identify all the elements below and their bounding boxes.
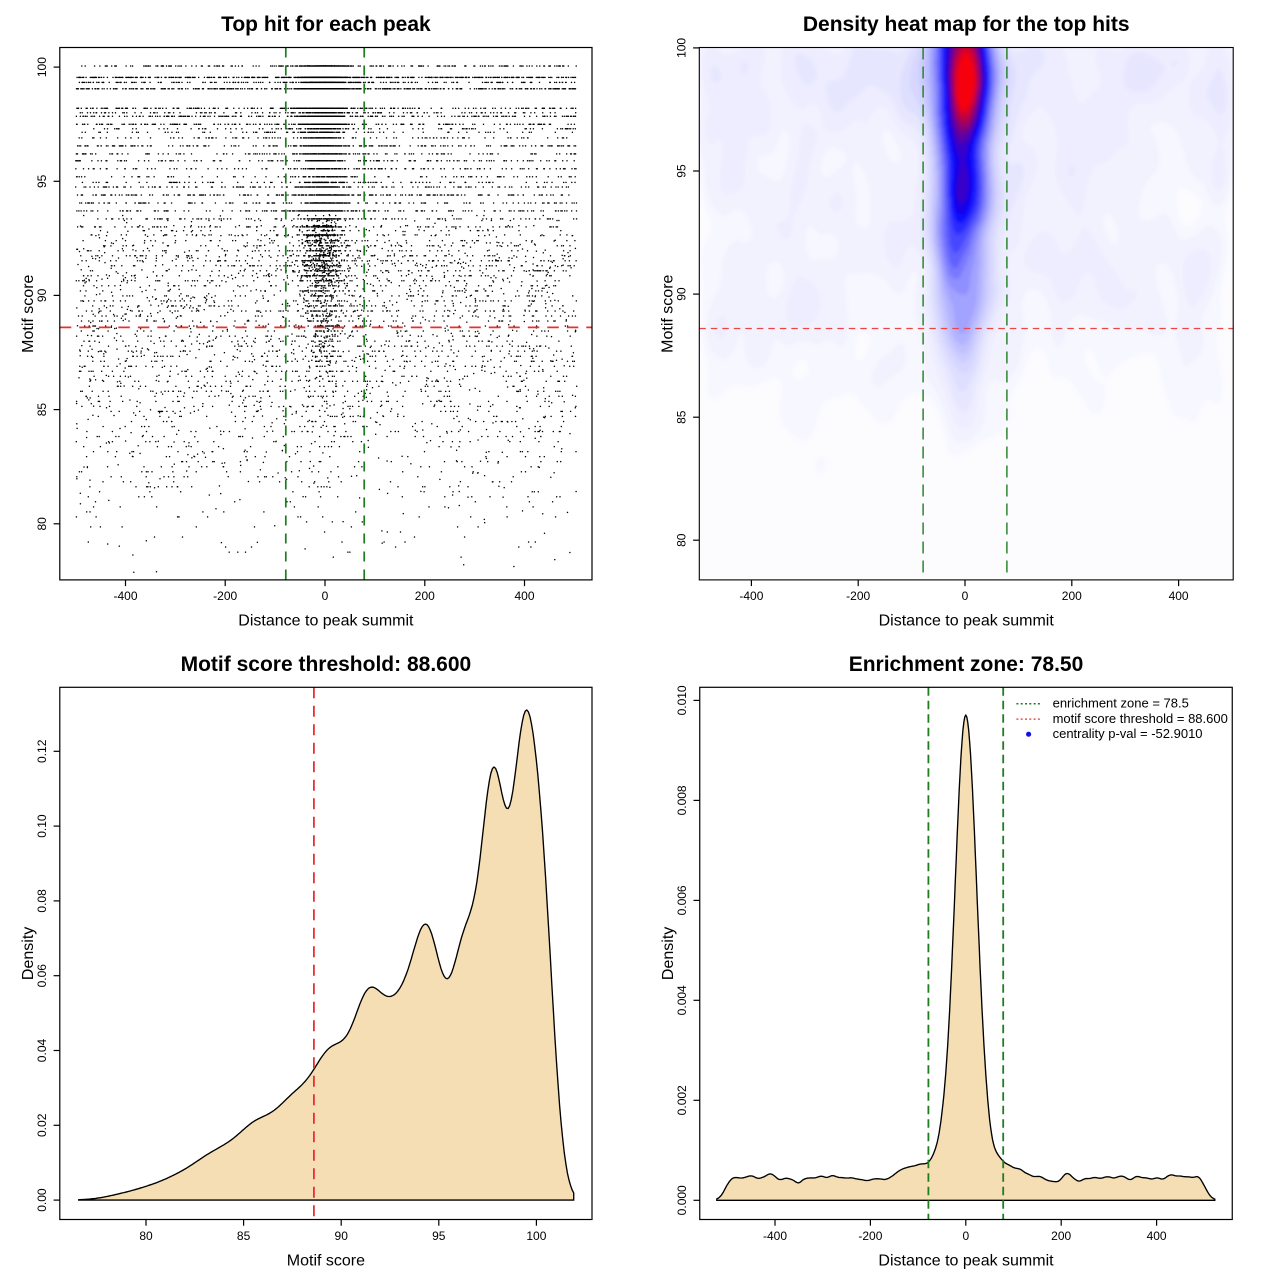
svg-text:0.02: 0.02 xyxy=(35,1113,49,1137)
svg-text:-400: -400 xyxy=(739,589,763,603)
svg-text:0.10: 0.10 xyxy=(35,814,49,838)
svg-text:Distance to peak summit: Distance to peak summit xyxy=(238,613,414,630)
svg-text:Density: Density xyxy=(660,927,677,980)
svg-text:0.04: 0.04 xyxy=(35,1038,49,1062)
svg-text:0: 0 xyxy=(962,589,969,603)
svg-text:200: 200 xyxy=(1062,589,1082,603)
svg-text:400: 400 xyxy=(1169,589,1189,603)
svg-text:100: 100 xyxy=(526,1229,546,1243)
svg-text:0.010: 0.010 xyxy=(675,685,689,715)
svg-text:-200: -200 xyxy=(213,589,237,603)
svg-text:Motif score: Motif score xyxy=(287,1252,365,1269)
svg-text:85: 85 xyxy=(674,410,688,424)
svg-text:90: 90 xyxy=(35,288,49,302)
svg-text:Motif score threshold: 88.600: Motif score threshold: 88.600 xyxy=(181,653,472,676)
svg-text:Distance to peak summit: Distance to peak summit xyxy=(878,1252,1054,1269)
svg-text:-400: -400 xyxy=(113,589,137,603)
svg-text:0.002: 0.002 xyxy=(675,1085,689,1115)
svg-text:0.06: 0.06 xyxy=(35,964,49,988)
svg-text:80: 80 xyxy=(35,517,49,531)
svg-text:85: 85 xyxy=(35,403,49,417)
svg-text:Motif score: Motif score xyxy=(660,274,677,352)
svg-text:100: 100 xyxy=(35,57,49,77)
svg-text:95: 95 xyxy=(432,1229,446,1243)
svg-text:Enrichment zone: 78.50: Enrichment zone: 78.50 xyxy=(849,653,1084,676)
svg-text:Top hit for each peak: Top hit for each peak xyxy=(221,13,431,36)
svg-text:80: 80 xyxy=(139,1229,153,1243)
svg-text:400: 400 xyxy=(1147,1229,1167,1243)
svg-text:200: 200 xyxy=(415,589,435,603)
svg-text:0: 0 xyxy=(322,589,329,603)
svg-text:enrichment zone = 78.5: enrichment zone = 78.5 xyxy=(1053,695,1189,710)
svg-text:motif score threshold = 88.600: motif score threshold = 88.600 xyxy=(1053,711,1228,726)
svg-text:85: 85 xyxy=(237,1229,251,1243)
svg-text:-200: -200 xyxy=(858,1229,882,1243)
svg-text:Motif score: Motif score xyxy=(20,274,37,352)
svg-text:200: 200 xyxy=(1051,1229,1071,1243)
svg-text:-400: -400 xyxy=(763,1229,787,1243)
svg-text:centrality p-val = -52.9010: centrality p-val = -52.9010 xyxy=(1053,726,1203,741)
svg-text:0.006: 0.006 xyxy=(675,885,689,915)
svg-text:90: 90 xyxy=(674,287,688,301)
svg-text:0.008: 0.008 xyxy=(675,785,689,815)
svg-text:0.08: 0.08 xyxy=(35,889,49,913)
svg-text:95: 95 xyxy=(674,164,688,178)
svg-text:100: 100 xyxy=(674,38,688,58)
svg-text:-200: -200 xyxy=(846,589,870,603)
svg-text:0: 0 xyxy=(962,1229,969,1243)
svg-text:0.12: 0.12 xyxy=(35,739,49,763)
svg-text:0.00: 0.00 xyxy=(35,1188,49,1212)
svg-text:0.000: 0.000 xyxy=(675,1185,689,1215)
svg-text:400: 400 xyxy=(514,589,534,603)
svg-text:80: 80 xyxy=(674,533,688,547)
svg-text:95: 95 xyxy=(35,174,49,188)
svg-text:Distance to peak summit: Distance to peak summit xyxy=(879,613,1055,630)
svg-text:90: 90 xyxy=(335,1229,349,1243)
svg-text:Density: Density xyxy=(20,927,37,980)
svg-text:0.004: 0.004 xyxy=(675,985,689,1015)
svg-text:Density heat map for the top h: Density heat map for the top hits xyxy=(803,13,1130,36)
